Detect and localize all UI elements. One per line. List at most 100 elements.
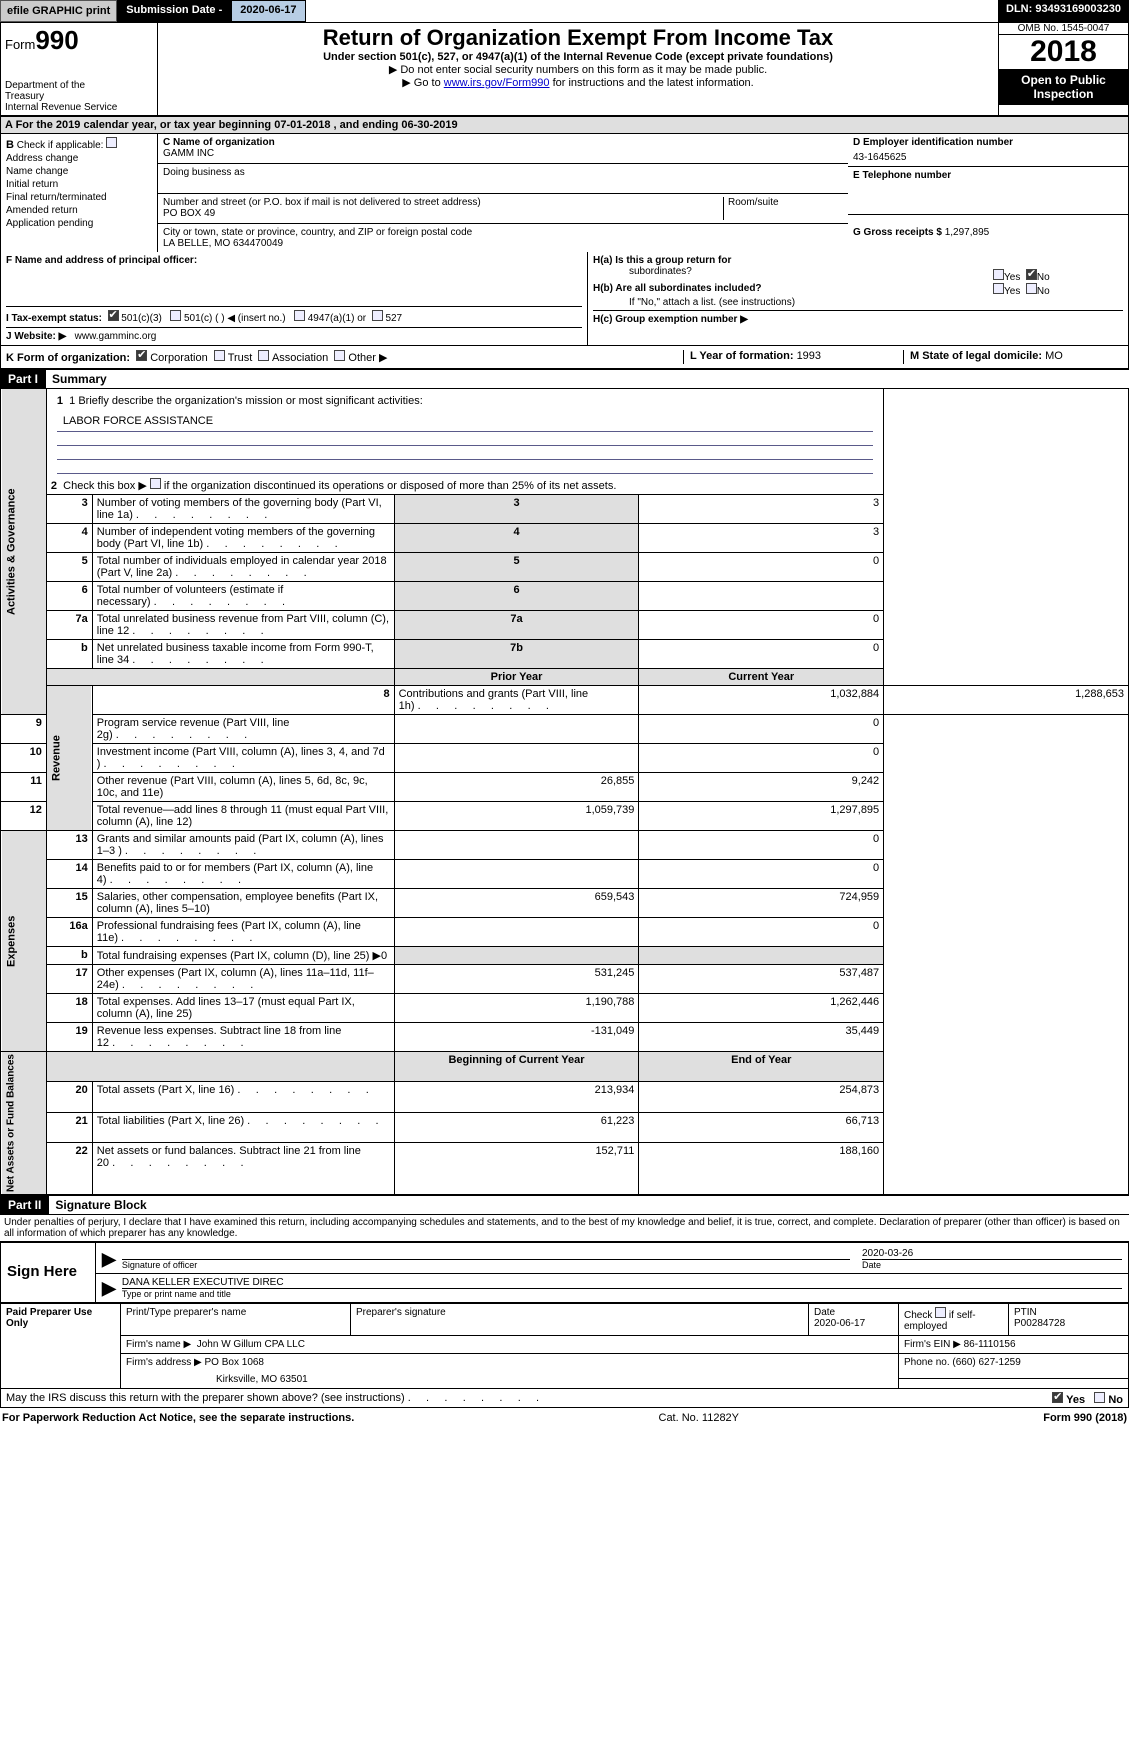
hb-label: H(b) Are all subordinates included?	[593, 283, 762, 294]
paid-preparer-table: Paid Preparer Use Only Print/Type prepar…	[0, 1303, 1129, 1389]
discuss-no-checkbox[interactable]	[1094, 1392, 1105, 1403]
chk-527[interactable]	[372, 310, 383, 321]
exp-d-3: Professional fundraising fees (Part IX, …	[92, 918, 394, 947]
part1-hdr: Part I	[0, 370, 46, 388]
hb-no-checkbox[interactable]	[1026, 283, 1037, 294]
k-assoc-checkbox[interactable]	[258, 350, 269, 361]
q2-checkbox[interactable]	[150, 478, 161, 489]
discuss-yes: Yes	[1066, 1394, 1085, 1406]
k-o4: Other ▶	[348, 352, 387, 364]
ha-yes-checkbox[interactable]	[993, 269, 1004, 280]
hb-yes-checkbox[interactable]	[993, 283, 1004, 294]
exp-n-1: 14	[46, 860, 92, 889]
tax-year: 2018	[999, 35, 1128, 69]
gov-b-2: 5	[394, 553, 639, 582]
omb-number: OMB No. 1545-0047	[999, 23, 1128, 35]
na-py-2: 152,711	[394, 1143, 639, 1195]
form-subtitle: Under section 501(c), 527, or 4947(a)(1)…	[162, 51, 994, 63]
q2-text: Check this box ▶ if the organization dis…	[63, 480, 616, 492]
rev-d-3: Other revenue (Part VIII, column (A), li…	[92, 773, 394, 802]
row-a-text: A For the 2019 calendar year, or tax yea…	[5, 119, 274, 131]
ha-no: No	[1037, 272, 1050, 283]
vlabel-revenue: Revenue	[46, 686, 92, 831]
k-label: K Form of organization:	[6, 352, 130, 364]
addr-label: Number and street (or P.O. box if mail i…	[163, 197, 723, 208]
exp-cy-0: 0	[639, 831, 884, 860]
sig-name-label: Type or print name and title	[122, 1289, 1122, 1299]
exp-n-7: 19	[46, 1023, 92, 1052]
gov-d-0: Number of voting members of the governin…	[92, 495, 394, 524]
form-word: Form	[5, 37, 35, 52]
chk-name-change: Name change	[6, 166, 152, 177]
chk-501c[interactable]	[170, 310, 181, 321]
exp-n-0: 13	[46, 831, 92, 860]
ha-sub: subordinates?	[593, 266, 993, 277]
gov-v-3	[639, 582, 884, 611]
dept-line2: Treasury	[5, 91, 153, 102]
f-cell: F Name and address of principal officer:…	[1, 252, 588, 345]
sig-name-value: DANA KELLER EXECUTIVE DIREC	[122, 1277, 1122, 1289]
firm-addr1: PO Box 1068	[205, 1357, 264, 1368]
exp-d-1: Benefits paid to or for members (Part IX…	[92, 860, 394, 889]
b-item-2: Initial return	[6, 179, 58, 190]
firm-addr-label: Firm's address ▶	[126, 1357, 202, 1368]
q1-value: LABOR FORCE ASSISTANCE	[57, 411, 873, 432]
self-employed-checkbox[interactable]	[935, 1307, 946, 1318]
rev-cy-1: 0	[639, 715, 884, 744]
sig-date-value: 2020-03-26	[862, 1248, 1122, 1260]
exp-py-0	[394, 831, 639, 860]
sign-block: Sign Here ▶ Signature of officer 2020-03…	[0, 1242, 1129, 1303]
efile-print-button[interactable]: efile GRAPHIC print	[0, 0, 117, 22]
rev-n-3: 11	[1, 773, 47, 802]
submission-date-label: Submission Date -	[117, 0, 231, 22]
firm-ein-label: Firm's EIN ▶	[904, 1339, 964, 1350]
l-value: 1993	[797, 350, 821, 362]
c-name-cell: C Name of organization GAMM INC	[158, 134, 848, 164]
sig-row-1: ▶ Signature of officer 2020-03-26 Date	[96, 1243, 1128, 1274]
col-c: C Name of organization GAMM INC Doing bu…	[158, 134, 848, 252]
chk-501c3[interactable]	[108, 310, 119, 321]
irs-link[interactable]: www.irs.gov/Form990	[444, 77, 550, 89]
b-top-checkbox[interactable]	[106, 137, 117, 148]
ha-no-checkbox[interactable]	[1026, 269, 1037, 280]
dln-label: DLN:	[1006, 3, 1035, 15]
rev-cy-3: 9,242	[639, 773, 884, 802]
gov-v-2: 0	[639, 553, 884, 582]
exp-cy-1: 0	[639, 860, 884, 889]
rev-n-2: 10	[1, 744, 47, 773]
k-corp-checkbox[interactable]	[136, 350, 147, 361]
na-py-0: 213,934	[394, 1082, 639, 1112]
page-footer: For Paperwork Reduction Act Notice, see …	[0, 1408, 1129, 1428]
k-o3: Association	[272, 352, 328, 364]
exp-cy-4	[639, 947, 884, 965]
prep-date-value: 2020-06-17	[814, 1318, 893, 1329]
rev-py-4: 1,059,739	[394, 802, 639, 831]
b-check-label: Check if applicable:	[14, 140, 104, 151]
discuss-yes-checkbox[interactable]	[1052, 1392, 1063, 1403]
rev-d-4: Total revenue—add lines 8 through 11 (mu…	[92, 802, 394, 831]
rev-n-1: 9	[1, 715, 47, 744]
exp-n-4: b	[46, 947, 92, 965]
ein-value: 43-1645625	[853, 152, 1123, 163]
b-item-4: Amended return	[6, 205, 78, 216]
org-name: GAMM INC	[163, 148, 843, 159]
col-de: D Employer identification number 43-1645…	[848, 134, 1128, 252]
k-other-checkbox[interactable]	[334, 350, 345, 361]
g-gross-cell: G Gross receipts $ 1,297,895	[848, 215, 1128, 241]
gov-d-3: Total number of volunteers (estimate if …	[92, 582, 394, 611]
chk-final-return: Final return/terminated	[6, 192, 152, 203]
dept-line1: Department of the	[5, 80, 153, 91]
bcy-hdr: Beginning of Current Year	[448, 1054, 584, 1066]
exp-n-2: 15	[46, 889, 92, 918]
rev-py-3: 26,855	[394, 773, 639, 802]
d-label: D Employer identification number	[853, 137, 1123, 148]
gov-row-3: 3Number of voting members of the governi…	[1, 495, 1129, 524]
chk-4947[interactable]	[294, 310, 305, 321]
prep-name-label: Print/Type preparer's name	[126, 1307, 345, 1318]
k-trust-checkbox[interactable]	[214, 350, 225, 361]
gov-b-1: 4	[394, 524, 639, 553]
gov-v-1: 3	[639, 524, 884, 553]
rule3	[57, 460, 873, 474]
col-b: B Check if applicable: Address change Na…	[1, 134, 158, 252]
gov-d-4: Total unrelated business revenue from Pa…	[92, 611, 394, 640]
